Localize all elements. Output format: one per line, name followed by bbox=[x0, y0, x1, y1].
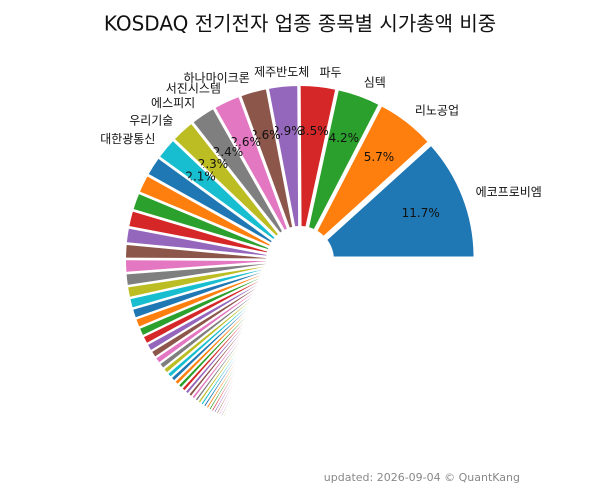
slice-label: 심텍 bbox=[364, 75, 386, 89]
value-label: 5.7% bbox=[364, 150, 395, 164]
pie-slice bbox=[190, 106, 297, 255]
slice-label: 파두 bbox=[319, 65, 341, 79]
pie-slice bbox=[303, 143, 476, 259]
slice-label: 에스피지 bbox=[151, 96, 195, 110]
slice-label: 하나마이크론 bbox=[184, 71, 250, 85]
slice-label: 대한광통신 bbox=[100, 132, 155, 146]
slice-label: 제주반도체 bbox=[254, 65, 309, 79]
slice-label: 서진시스템 bbox=[166, 82, 221, 96]
pie-slice bbox=[266, 84, 301, 254]
value-label: 2.3% bbox=[198, 157, 229, 171]
footer: updated: 2026-09-04 © QuantKang bbox=[324, 471, 520, 484]
center-hole bbox=[266, 226, 334, 294]
pie-slice bbox=[303, 103, 431, 256]
slice-label: 에코프로비엠 bbox=[476, 185, 542, 199]
chart-title: KOSDAQ 전기전자 업종 종목별 시가총액 비중 bbox=[104, 12, 496, 36]
value-label: 2.1% bbox=[185, 170, 216, 184]
pie-slice bbox=[298, 84, 338, 254]
value-label: 2.4% bbox=[213, 145, 244, 159]
value-label: 2.9% bbox=[272, 124, 303, 138]
pie-slice bbox=[301, 88, 381, 254]
pie-slice bbox=[251, 266, 300, 430]
value-label: 3.5% bbox=[298, 124, 329, 138]
value-label: 4.2% bbox=[329, 131, 360, 145]
pie-slice bbox=[238, 87, 300, 254]
value-label: 11.7% bbox=[402, 206, 440, 220]
value-label: 2.6% bbox=[230, 135, 261, 149]
pie-slice bbox=[212, 94, 298, 255]
value-label: 2.6% bbox=[250, 128, 281, 142]
slice-label: 우리기술 bbox=[129, 113, 173, 127]
slice-label: 리노공업 bbox=[415, 103, 459, 117]
